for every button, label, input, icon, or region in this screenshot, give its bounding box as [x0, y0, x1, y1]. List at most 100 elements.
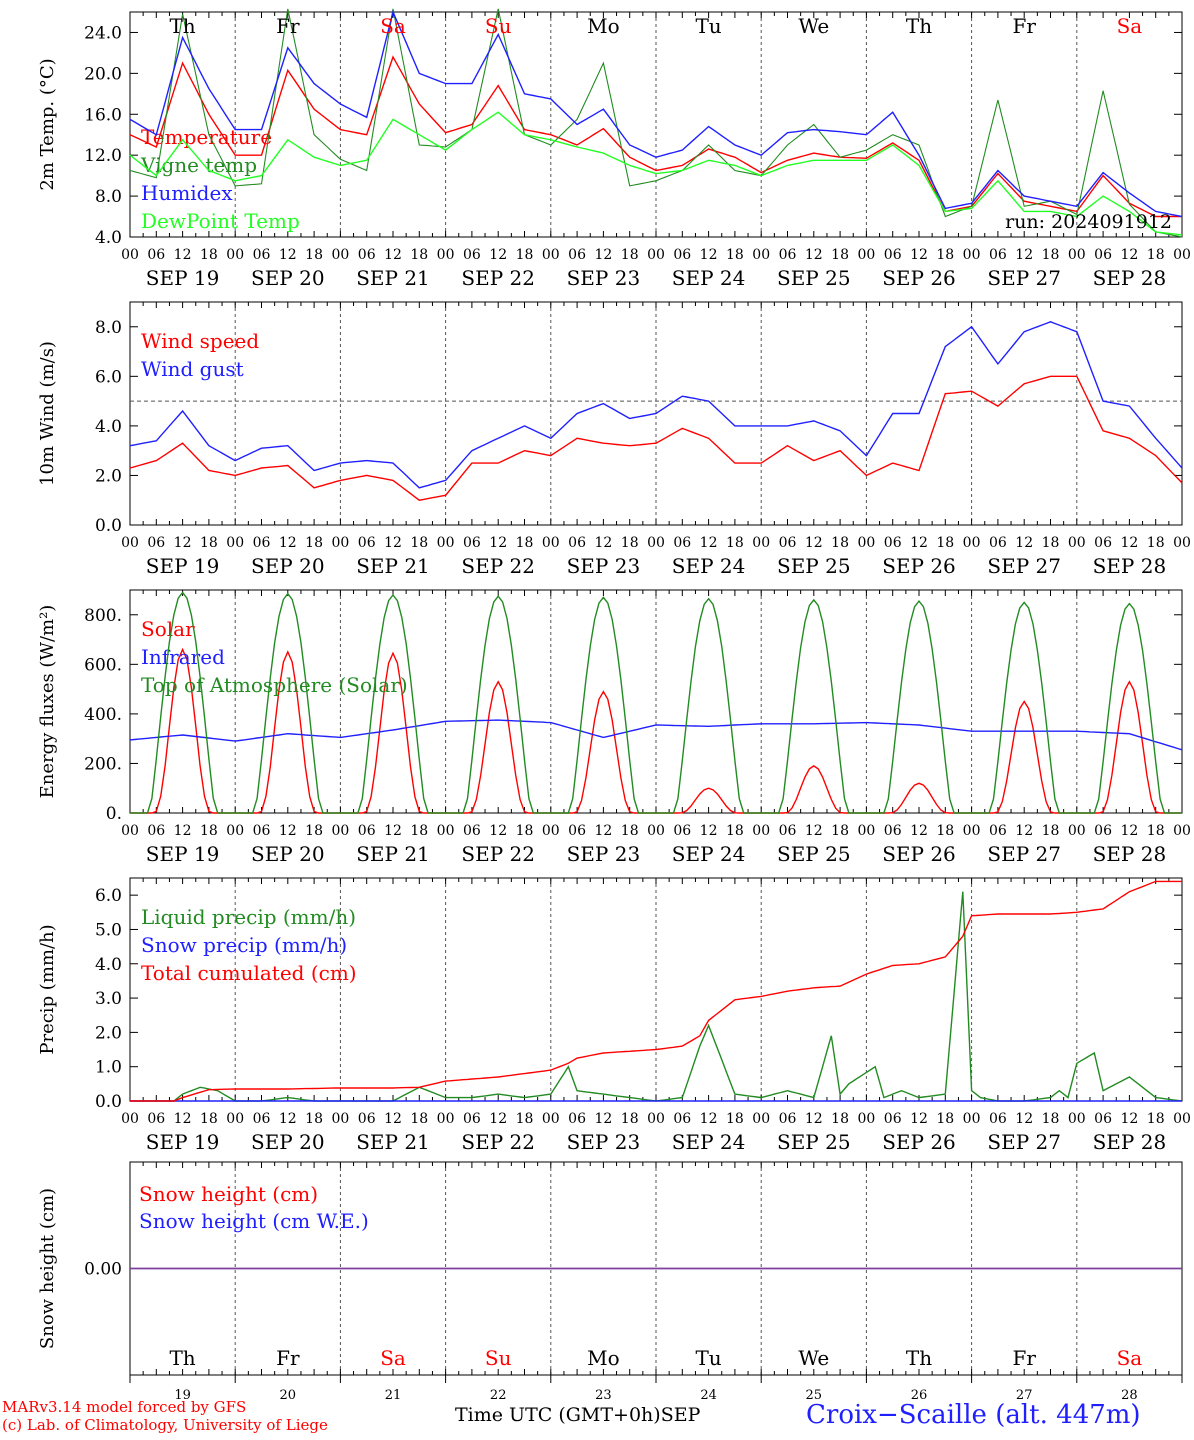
hour-label: 12: [910, 1111, 928, 1127]
hour-label: 00: [647, 247, 665, 263]
hour-label: 00: [647, 535, 665, 551]
series-line-total-cumulated-cm: [130, 880, 1182, 1102]
day-number: 19: [174, 1388, 191, 1403]
legend-entry: Snow precip (mm/h): [141, 933, 347, 957]
weekday-label: Mo: [587, 1346, 620, 1370]
date-label: SEP 19: [146, 842, 220, 866]
hour-label: 12: [594, 823, 612, 839]
date-label: SEP 21: [356, 266, 430, 290]
date-label: SEP 23: [567, 266, 641, 290]
hour-label: 12: [700, 535, 718, 551]
hour-label: 18: [516, 823, 534, 839]
hour-label: 12: [594, 535, 612, 551]
hour-label: 12: [1015, 1111, 1033, 1127]
legend-entry: Solar: [141, 617, 195, 641]
hour-label: 06: [463, 1111, 481, 1127]
hour-label: 06: [147, 247, 165, 263]
hour-label: 00: [857, 1111, 875, 1127]
y-axis-label: Snow height (cm): [37, 1188, 58, 1349]
weekday-label: We: [798, 14, 829, 38]
date-label: SEP 20: [251, 554, 325, 578]
date-label: SEP 28: [1093, 842, 1167, 866]
day-number: 23: [595, 1388, 612, 1403]
hour-label: 00: [542, 823, 560, 839]
y-tick-label: 0.00: [84, 1260, 122, 1280]
date-label: SEP 26: [882, 266, 956, 290]
hour-label: 18: [305, 535, 323, 551]
y-tick-label: 0.: [106, 804, 122, 824]
date-label: SEP 27: [987, 842, 1061, 866]
date-label: SEP 23: [567, 1130, 641, 1154]
hour-label: 12: [910, 823, 928, 839]
date-label: SEP 25: [777, 842, 851, 866]
hour-label: 12: [279, 247, 297, 263]
hour-label: 12: [700, 823, 718, 839]
y-tick-label: 0.0: [95, 1092, 122, 1112]
hour-label: 00: [1068, 247, 1086, 263]
hour-label: 18: [1147, 823, 1165, 839]
weekday-label: Th: [169, 14, 195, 38]
date-label: SEP 26: [882, 1130, 956, 1154]
hour-label: 06: [358, 535, 376, 551]
date-label: SEP 24: [672, 554, 746, 578]
hour-label: 00: [331, 247, 349, 263]
hour-label: 00: [437, 535, 455, 551]
hour-label: 06: [568, 247, 586, 263]
date-label: SEP 24: [672, 842, 746, 866]
hour-label: 00: [1068, 823, 1086, 839]
hour-label: 18: [831, 823, 849, 839]
hour-label: 18: [621, 823, 639, 839]
hour-label: 18: [1147, 247, 1165, 263]
hour-label: 12: [174, 823, 192, 839]
hour-label: 06: [1094, 535, 1112, 551]
hour-label: 06: [989, 1111, 1007, 1127]
hour-label: 12: [594, 1111, 612, 1127]
hour-label: 00: [1173, 823, 1191, 839]
month-label: SEP: [660, 1404, 701, 1426]
hour-label: 00: [226, 535, 244, 551]
weekday-label: Tu: [695, 14, 721, 38]
day-number: 22: [490, 1388, 507, 1403]
hour-label: 06: [1094, 247, 1112, 263]
hour-label: 18: [726, 1111, 744, 1127]
weekday-label: Th: [906, 1346, 932, 1370]
weekday-label: Fr: [1012, 14, 1036, 38]
y-tick-label: 6.0: [95, 367, 122, 387]
hour-label: 06: [989, 535, 1007, 551]
hour-label: 06: [253, 247, 271, 263]
hour-label: 12: [489, 535, 507, 551]
hour-label: 06: [779, 247, 797, 263]
hour-label: 00: [1173, 535, 1191, 551]
y-tick-label: 600.: [84, 655, 122, 675]
hour-label: 06: [673, 247, 691, 263]
date-label: SEP 21: [356, 554, 430, 578]
hour-label: 18: [831, 247, 849, 263]
hour-label: 00: [963, 823, 981, 839]
hour-label: 00: [1173, 1111, 1191, 1127]
model-credit-line2: (c) Lab. of Climatology, University of L…: [2, 1416, 328, 1434]
hour-label: 18: [1042, 247, 1060, 263]
time-axis-label: Time UTC (GMT+0h): [455, 1404, 661, 1426]
y-tick-label: 800.: [84, 606, 122, 626]
hour-label: 06: [673, 535, 691, 551]
date-label: SEP 20: [251, 842, 325, 866]
weekday-label: Th: [906, 14, 932, 38]
date-label: SEP 21: [356, 842, 430, 866]
hour-label: 06: [463, 535, 481, 551]
y-tick-label: 4.0: [95, 228, 122, 248]
hour-label: 00: [121, 247, 139, 263]
model-credit-line1: MARv3.14 model forced by GFS: [2, 1398, 247, 1416]
hour-label: 12: [384, 535, 402, 551]
hour-label: 06: [779, 535, 797, 551]
hour-label: 06: [1094, 823, 1112, 839]
weekday-label: Su: [485, 1346, 512, 1370]
hour-label: 12: [805, 535, 823, 551]
y-tick-label: 3.0: [95, 989, 122, 1009]
hour-label: 12: [1120, 247, 1138, 263]
hour-label: 06: [989, 247, 1007, 263]
hour-label: 00: [121, 535, 139, 551]
y-tick-label: 400.: [84, 705, 122, 725]
hour-label: 18: [1042, 535, 1060, 551]
hour-label: 18: [726, 823, 744, 839]
hour-label: 12: [910, 247, 928, 263]
